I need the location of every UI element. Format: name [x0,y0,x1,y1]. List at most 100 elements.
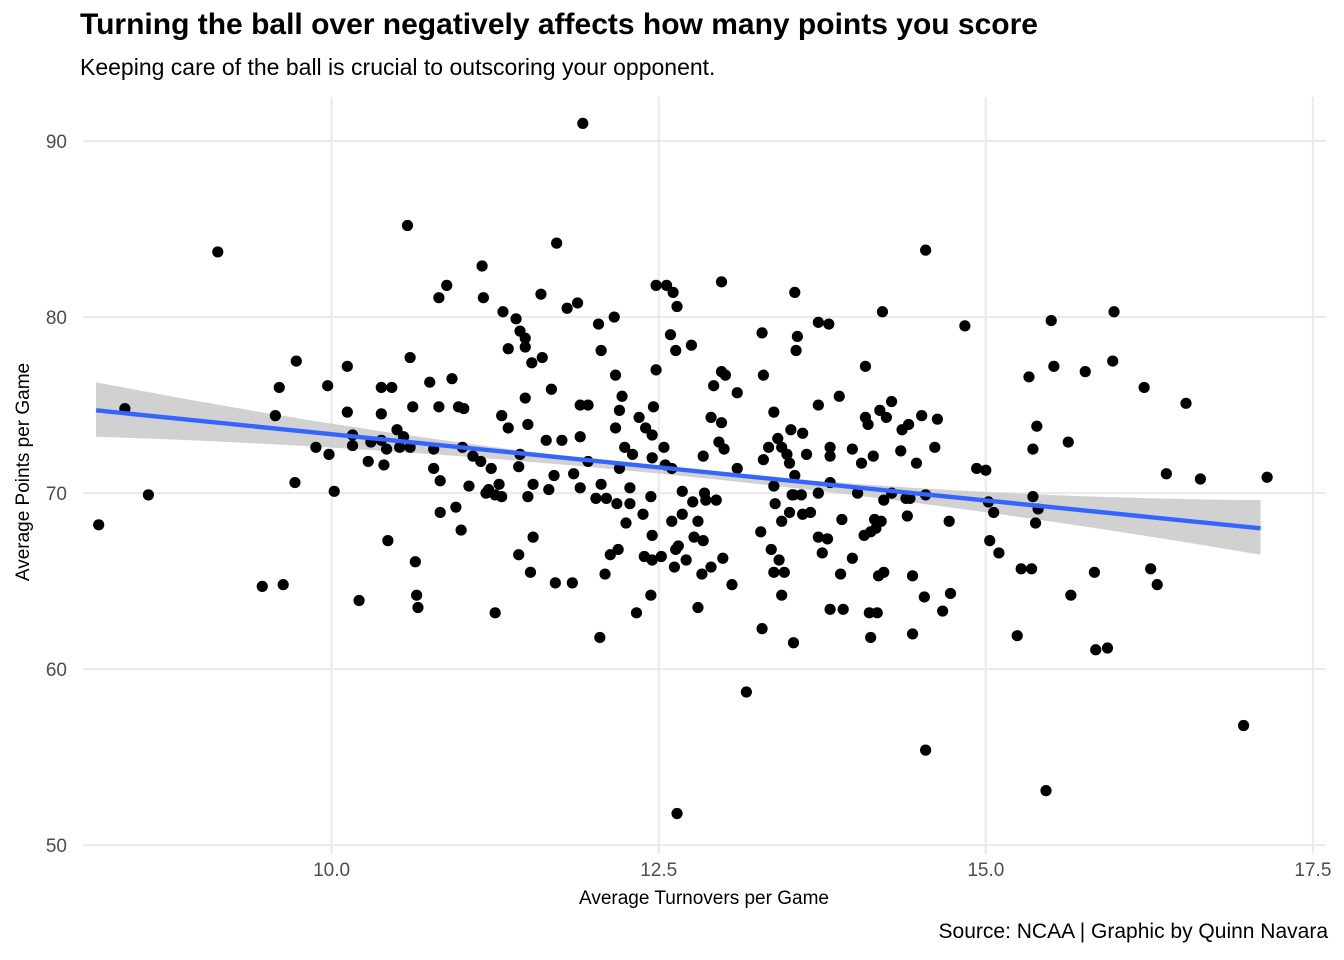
data-point [1027,443,1039,455]
data-point [1031,420,1043,432]
data-point [920,744,932,756]
data-point [1180,397,1192,409]
data-point [527,478,539,490]
data-point [837,603,849,615]
data-point [568,468,580,480]
data-point [1062,436,1074,448]
data-point [878,566,890,578]
data-points [93,117,1273,820]
data-point [341,406,353,418]
data-point [645,491,657,503]
trend-line [95,408,1261,531]
data-point [781,448,793,460]
data-point [637,508,649,520]
data-point [880,411,892,424]
data-point [1237,719,1250,732]
data-point [671,300,683,313]
data-point [549,577,561,589]
data-point [916,410,928,422]
data-point [715,276,728,288]
data-point [450,501,462,513]
data-point [269,410,281,422]
data-point [906,570,919,582]
data-point [1045,314,1057,327]
data-point [824,603,836,615]
data-point [769,498,781,510]
data-point [463,480,475,492]
data-point [1101,642,1114,654]
data-point [633,411,645,424]
data-point [816,547,828,559]
data-point [458,403,470,415]
data-point [685,339,698,351]
data-point [574,482,586,494]
data-point [812,531,824,543]
data-point [697,450,709,462]
data-point [256,580,268,593]
data-point [731,387,743,399]
data-point [778,566,790,578]
data-point [595,478,607,490]
data-point [522,491,534,503]
data-point [929,441,941,453]
data-point [467,450,479,462]
data-point [394,441,406,453]
data-point [540,434,552,446]
x-axis-title: Average Turnovers per Game [579,888,829,909]
data-point [556,434,568,446]
data-point [142,489,155,501]
x-tick-label: 15.0 [967,860,1004,881]
data-point [800,448,813,460]
x-tick-label: 17.5 [1294,860,1331,881]
data-point [574,399,586,411]
data-point [524,566,537,578]
data-point [574,431,586,443]
regression-line [95,408,1261,531]
data-point [959,320,971,332]
data-point [493,478,505,490]
data-point [863,607,875,619]
data-point [341,360,353,372]
data-point [428,462,440,475]
data-point [1145,563,1157,575]
data-point [783,506,796,519]
data-point [433,292,445,304]
data-point [619,441,631,453]
chart-subtitle: Keeping care of the ball is crucial to o… [80,54,716,80]
data-point [1138,381,1150,394]
data-point [1048,360,1060,372]
data-point [380,443,393,455]
data-point [353,594,365,607]
data-point [609,422,622,434]
data-point [647,401,660,413]
data-point [710,494,722,506]
data-point [715,417,728,429]
data-point [680,554,692,566]
data-point [611,498,623,510]
data-point [1194,473,1206,485]
data-point [485,462,497,475]
data-point [875,515,887,527]
data-point [1015,563,1027,575]
data-point [718,443,730,455]
data-point [944,587,957,600]
data-point [664,329,677,341]
data-point [1090,644,1102,656]
data-point [789,286,801,299]
data-point [93,519,105,531]
data-point [697,535,709,547]
data-point [824,441,836,453]
data-point [846,443,858,455]
data-point [717,552,729,564]
data-point [561,302,573,314]
data-point [527,531,539,543]
data-point [765,543,777,556]
data-point [696,568,708,580]
data-point [687,496,699,508]
data-point [878,494,890,506]
data-point [604,549,616,561]
data-point [901,510,913,522]
data-point [768,566,780,578]
data-point [821,533,834,545]
